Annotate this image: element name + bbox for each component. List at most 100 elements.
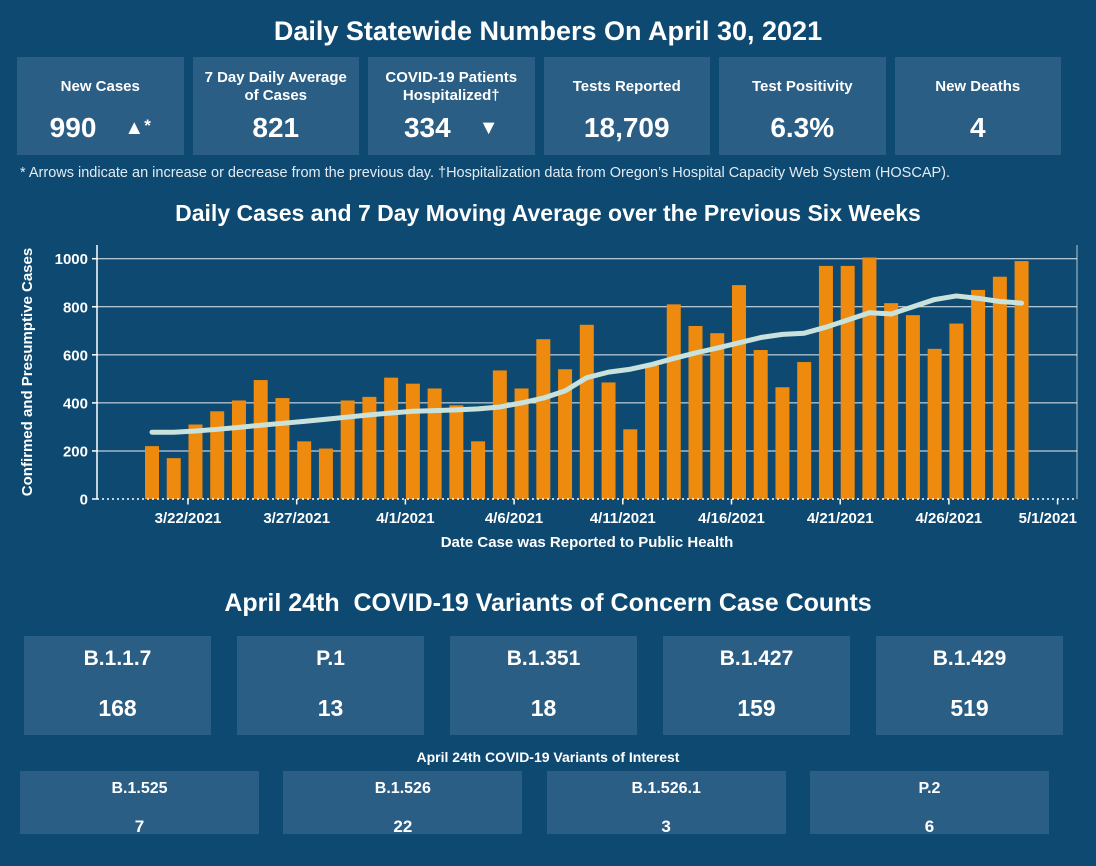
- x-tick-label: 5/1/2021: [1019, 510, 1077, 527]
- stat-cards-row: New Cases 990 ▲ * 7 Day Daily Average of …: [17, 57, 1061, 155]
- stat-card-value-row: 4: [895, 113, 1062, 155]
- stat-card-value: 334: [403, 112, 451, 143]
- x-tick-label: 4/1/2021: [376, 510, 434, 527]
- increase-arrow-icon: ▲: [124, 117, 145, 139]
- voc-card-p1: P.1 13: [237, 636, 424, 735]
- daily-cases-bar[interactable]: [558, 369, 573, 499]
- daily-cases-bar[interactable]: [253, 380, 268, 499]
- daily-cases-bar[interactable]: [514, 388, 529, 499]
- variant-count: 168: [98, 695, 137, 721]
- x-tick-label: 4/6/2021: [485, 510, 543, 527]
- daily-cases-bar[interactable]: [449, 405, 464, 499]
- daily-cases-bar[interactable]: [949, 323, 964, 499]
- x-tick-label: 4/16/2021: [698, 510, 765, 527]
- daily-cases-bar[interactable]: [818, 265, 833, 499]
- variant-name: B.1.1.7: [83, 647, 152, 670]
- chart-title: Daily Cases and 7 Day Moving Average ove…: [175, 200, 921, 226]
- daily-cases-bar[interactable]: [840, 265, 855, 499]
- daily-cases-bar[interactable]: [297, 441, 312, 499]
- daily-cases-bar[interactable]: [340, 400, 355, 499]
- stat-card-value-row: 821: [193, 113, 360, 155]
- variant-count: 13: [317, 695, 344, 721]
- daily-cases-bar[interactable]: [797, 362, 812, 499]
- daily-cases-bar[interactable]: [666, 304, 681, 499]
- daily-cases-chart[interactable]: 0 200 400 600 800 1000 3/22/2021 3/27/2021 4/1/2…: [0, 245, 1096, 560]
- daily-cases-bar[interactable]: [492, 370, 507, 499]
- daily-cases-bar[interactable]: [731, 285, 746, 499]
- stat-card-label: New Cases: [60, 78, 140, 95]
- moving-average-line[interactable]: [149, 293, 1025, 435]
- voc-card-b1429: B.1.429 519: [876, 636, 1063, 735]
- daily-cases-bar[interactable]: [384, 377, 399, 499]
- stat-card-label: COVID-19 Patients Hospitalized†: [385, 69, 518, 104]
- stat-card-7day-average: 7 Day Daily Average of Cases 821: [192, 57, 360, 155]
- variant-count: 18: [530, 695, 557, 721]
- stat-card-label: Test Positivity: [751, 78, 853, 95]
- daily-cases-bar[interactable]: [188, 424, 203, 499]
- daily-cases-bar[interactable]: [579, 324, 594, 499]
- voi-card-b1525: B.1.525 7: [20, 771, 259, 836]
- daily-cases-bar[interactable]: [1014, 261, 1029, 499]
- variant-name: B.1.526.1: [631, 780, 701, 797]
- stat-card-label: 7 Day Daily Average of Cases: [204, 69, 347, 104]
- daily-cases-bar[interactable]: [405, 383, 420, 499]
- page-title: Daily Statewide Numbers On April 30, 202…: [273, 16, 823, 46]
- stat-card-value: 821: [252, 112, 300, 143]
- voc-card-b117: B.1.1.7 168: [24, 636, 211, 735]
- trend-indicator: ▲ *: [124, 117, 150, 139]
- footnote: * Arrows indicate an increase or decreas…: [20, 165, 951, 181]
- daily-cases-bar[interactable]: [231, 400, 246, 499]
- x-axis-title: Date Case was Reported to Public Health: [441, 534, 734, 551]
- daily-cases-bar[interactable]: [471, 441, 486, 499]
- decrease-arrow-icon: ▼: [478, 117, 499, 139]
- y-tick-label: 1000: [55, 251, 88, 268]
- stat-card-tests-reported: Tests Reported 18,709: [543, 57, 710, 155]
- stat-card-value-row: 990 ▲ *: [17, 113, 184, 155]
- stat-card-value-row: 6.3%: [719, 113, 886, 155]
- daily-cases-bar[interactable]: [362, 396, 377, 499]
- daily-cases-bar[interactable]: [623, 429, 638, 499]
- variant-count: 6: [924, 817, 935, 836]
- stat-card-value: 18,709: [583, 112, 670, 143]
- daily-cases-bar[interactable]: [210, 411, 225, 499]
- variant-count: 22: [393, 817, 413, 836]
- variant-name: B.1.525: [111, 780, 168, 797]
- daily-cases-bar[interactable]: [601, 382, 616, 499]
- voc-card-b1351: B.1.351 18: [450, 636, 637, 735]
- stat-card-label: Tests Reported: [572, 78, 681, 95]
- daily-cases-bar[interactable]: [645, 365, 660, 499]
- variant-count: 159: [737, 695, 776, 721]
- variant-name: B.1.429: [932, 647, 1007, 670]
- stat-card-test-positivity: Test Positivity 6.3%: [719, 57, 886, 155]
- daily-cases-bar[interactable]: [992, 276, 1007, 499]
- variant-count: 7: [134, 817, 145, 836]
- daily-cases-bar[interactable]: [710, 333, 725, 499]
- variant-count: 519: [950, 695, 989, 721]
- daily-cases-bar[interactable]: [862, 257, 877, 499]
- y-tick-label: 0: [80, 492, 88, 509]
- x-tick-label: 4/21/2021: [807, 510, 874, 527]
- daily-cases-bar[interactable]: [145, 446, 159, 499]
- daily-cases-bar[interactable]: [971, 289, 986, 499]
- stat-card-value: 4: [969, 112, 986, 143]
- daily-cases-bar[interactable]: [275, 398, 290, 499]
- stat-card-value: 6.3%: [770, 112, 835, 143]
- stat-card-value-row: 334 ▼: [368, 113, 535, 155]
- daily-cases-bar[interactable]: [905, 315, 920, 499]
- daily-cases-bar[interactable]: [688, 325, 703, 499]
- stat-card-value: 990: [49, 112, 97, 143]
- daily-cases-bar[interactable]: [753, 350, 768, 499]
- daily-cases-bar[interactable]: [427, 388, 442, 499]
- stat-card-hospitalized: COVID-19 Patients Hospitalized† 334 ▼: [368, 57, 535, 155]
- daily-cases-bar[interactable]: [775, 387, 790, 499]
- voc-section-title: April 24th COVID-19 Variants of Concern …: [224, 589, 872, 617]
- variant-name: P.1: [316, 647, 345, 670]
- daily-cases-bar[interactable]: [884, 303, 899, 499]
- daily-cases-bar[interactable]: [166, 458, 181, 499]
- x-tick-label: 3/27/2021: [263, 510, 330, 527]
- voi-cards-row: B.1.525 7 B.1.526 22 B.1.526.1 3 P.2 6: [0, 771, 1096, 836]
- daily-cases-bar[interactable]: [536, 339, 551, 499]
- daily-cases-bar[interactable]: [927, 348, 942, 499]
- daily-cases-bar[interactable]: [318, 448, 333, 499]
- stat-card-label: New Deaths: [935, 78, 1021, 95]
